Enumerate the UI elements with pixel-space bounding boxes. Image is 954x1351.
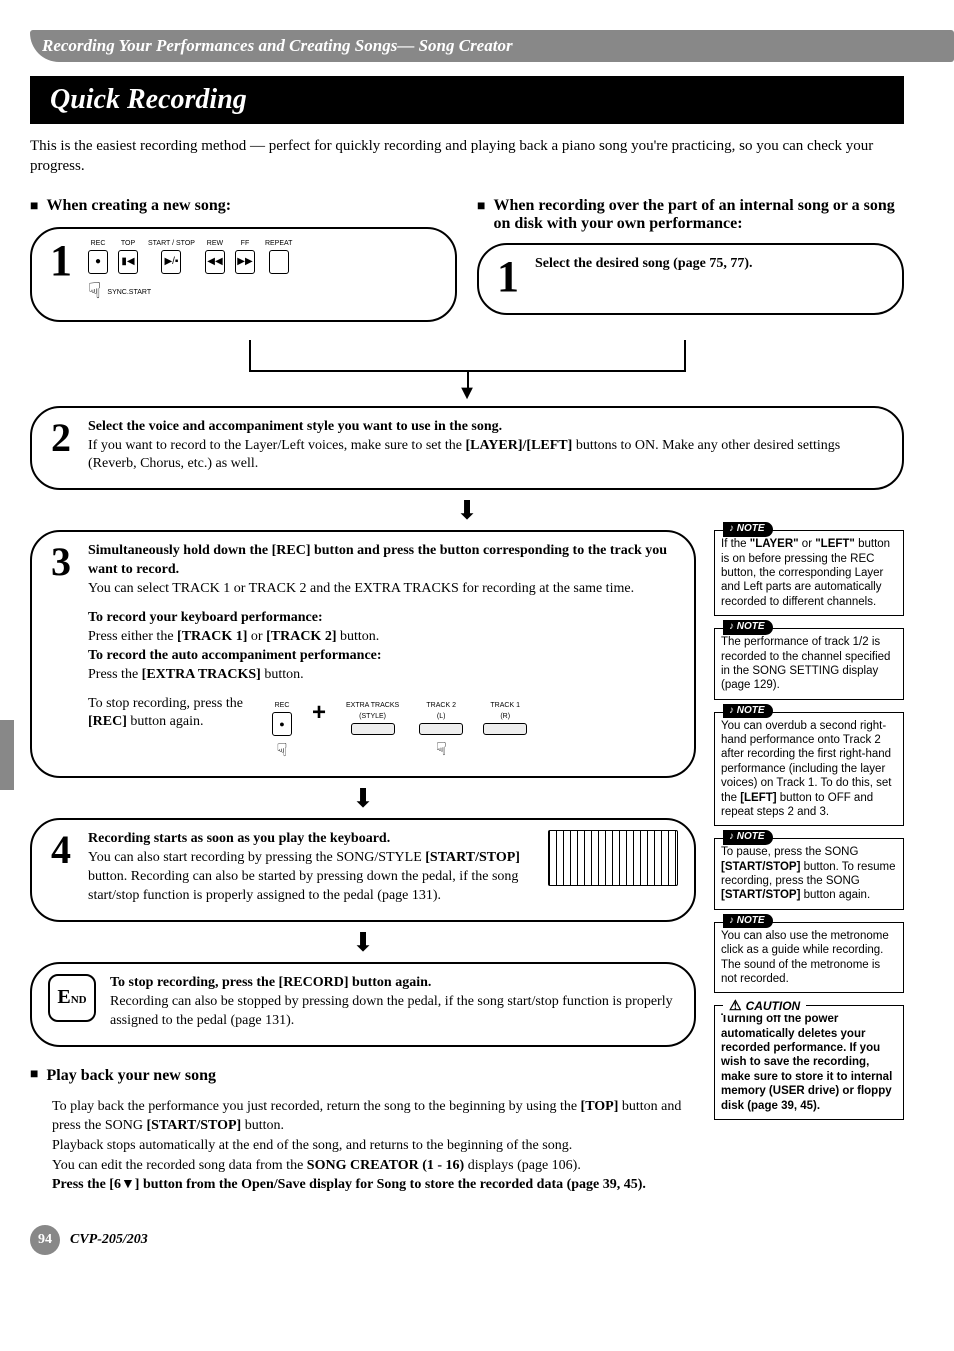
rec-button[interactable]: ● [88,250,108,274]
ff-button[interactable]: ▶▶ [235,250,255,274]
start-button[interactable]: ▶/▪ [161,250,181,274]
model-label: CVP-205/203 [70,1232,148,1248]
step-3-lead: Simultaneously hold down the [REC] butto… [88,543,667,577]
step-2-body: If you want to record to the Layer/Left … [88,438,840,472]
end-lead: To stop recording, press the [RECORD] bu… [110,975,431,990]
rec-button[interactable]: ● [272,712,292,736]
top-button[interactable]: ▮◀ [118,250,138,274]
arrow-down-icon: ⬇ [30,930,696,956]
left-header: When creating a new song: [46,197,231,215]
right-header: When recording over the part of an inter… [493,197,904,233]
step-4-body: You can also start recording by pressing… [88,850,520,903]
note-4-body: To pause, press the SONG [START/STOP] bu… [721,845,897,903]
end-body: Recording can also be stopped by pressin… [110,994,673,1028]
step-3-body1: You can select TRACK 1 or TRACK 2 and th… [88,581,634,596]
kbd-perf-body: Press either the [TRACK 1] or [TRACK 2] … [88,629,379,644]
playback-p1: To play back the performance you just re… [52,1097,696,1136]
step-2-lead: Select the voice and accompaniment style… [88,419,502,434]
note-1-body: If the "LAYER" or "LEFT" button is on be… [721,537,897,609]
caution-body: Turning off the power automatically dele… [721,1012,897,1113]
playback-p4: Press the [6▼] button from the Open/Save… [52,1175,696,1195]
transport-panel: REC ● TOP ▮◀ START / STOP ▶/▪ REW ◀◀ FF ▶▶ RE… [88,239,439,274]
playback-p2: Playback stops automatically at the end … [52,1136,696,1156]
note-label: NOTE [723,522,773,537]
bullet-icon: ■ [30,1065,38,1085]
kbd-perf-header: To record your keyboard performance: [88,610,323,625]
ff-label: FF [241,239,250,248]
note-5-body: You can also use the metronome click as … [721,929,897,987]
step-2: 2 Select the voice and accompaniment sty… [30,406,904,491]
extra-tracks-label: EXTRA TRACKS [346,701,399,710]
bullet-icon: ■ [477,197,485,217]
arrow-down-icon: ⬇ [30,786,696,812]
note-2: NOTE The performance of track 1/2 is rec… [714,628,904,700]
track1-button[interactable] [483,723,527,735]
extra-tracks-button[interactable] [351,723,395,735]
step-4-lead: Recording starts as soon as you play the… [88,831,390,846]
track2-sub: (L) [437,712,446,721]
breadcrumb: Recording Your Performances and Creating… [30,30,954,62]
note-label: NOTE [723,914,773,929]
step-1-right-text: Select the desired song (page 75, 77). [535,256,753,271]
flow-connector: ▼ [30,340,904,400]
sync-label: SYNC.START [107,288,151,297]
note-2-body: The performance of track 1/2 is recorded… [721,635,897,693]
plus-icon: + [312,701,326,725]
track1-sub: (R) [500,712,510,721]
tracks-panel: REC ● ☟ + EXTRA TRACKS (STYLE) [272,701,527,763]
playback-p3: You can edit the recorded song data from… [52,1156,696,1176]
top-label: TOP [121,239,135,248]
hand-icon: ☟ [277,738,288,762]
intro-text: This is the easiest recording method — p… [30,136,904,177]
hand-icon: ☟ [436,737,447,761]
hand-icon: ☟ [88,276,101,306]
step-number: 1 [495,255,521,299]
track2-label: TRACK 2 [426,701,456,710]
note-1: NOTE If the "LAYER" or "LEFT" button is … [714,530,904,616]
step-number: 3 [48,542,74,762]
caution-label: CAUTION [723,997,806,1015]
note-label: NOTE [723,830,773,845]
acc-perf-header: To record the auto accompaniment perform… [88,648,382,663]
rew-button[interactable]: ◀◀ [205,250,225,274]
start-label: START / STOP [148,239,195,248]
repeat-label: REPEAT [265,239,293,248]
step-number: 4 [48,830,74,906]
step-4: 4 Recording starts as soon as you play t… [30,818,696,922]
extra-tracks-sub: (STYLE) [359,712,386,721]
acc-perf-body: Press the [EXTRA TRACKS] button. [88,667,304,682]
stop-rec-text: To stop recording, press the [REC] butto… [88,696,243,730]
rec-label: REC [275,701,290,710]
note-3: NOTE You can overdub a second right-hand… [714,712,904,827]
note-label: NOTE [723,620,773,635]
rec-label: REC [91,239,106,248]
step-3: 3 Simultaneously hold down the [REC] but… [30,530,696,778]
repeat-button[interactable] [269,250,289,274]
note-label: NOTE [723,704,773,719]
page-title: Quick Recording [30,76,904,124]
caution-box: CAUTION Turning off the power automatica… [714,1005,904,1120]
note-5: NOTE You can also use the metronome clic… [714,922,904,994]
step-end: END To stop recording, press the [RECORD… [30,962,696,1047]
end-icon: END [48,974,96,1022]
page-number: 94 [30,1225,60,1255]
rew-label: REW [207,239,223,248]
arrow-down-icon: ⬇ [30,498,904,524]
step-1-left: 1 REC ● TOP ▮◀ START / STOP ▶/▪ REW ◀◀ FF ▶▶ … [30,227,457,322]
bullet-icon: ■ [30,197,38,217]
note-3-body: You can overdub a second right-hand perf… [721,719,897,820]
step-number: 1 [48,239,74,306]
track2-button[interactable] [419,723,463,735]
playback-header: Play back your new song [46,1065,216,1087]
side-tab [0,720,14,790]
note-4: NOTE To pause, press the SONG [START/STO… [714,838,904,910]
track1-label: TRACK 1 [490,701,520,710]
step-number: 2 [48,418,74,475]
keyboard-icon [548,830,678,886]
step-1-right: 1 Select the desired song (page 75, 77). [477,243,904,315]
